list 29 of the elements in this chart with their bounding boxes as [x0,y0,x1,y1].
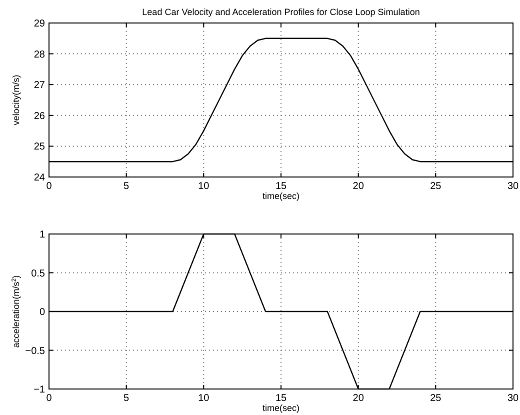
x-tick-label: 15 [275,393,287,404]
y-tick-label: 1 [39,230,46,240]
y-tick-label: 0 [39,307,46,318]
y-tick-label: 24 [34,172,46,184]
x-tick-label: 10 [198,393,210,404]
chart-title: Lead Car Velocity and Acceleration Profiles for Close Loop Simulation [142,7,420,17]
x-tick-label: 25 [430,393,442,404]
x-tick-label: 20 [352,181,364,192]
x-tick-label: 5 [124,181,130,192]
x-axis-title: time(sec) [262,403,300,413]
y-tick-label: −0.5 [25,346,46,357]
y-tick-label: −1 [34,384,46,396]
y-tick-label: 0.5 [31,268,46,280]
x-tick-label: 30 [507,181,519,192]
x-tick-label: 0 [46,181,52,192]
x-tick-label: 15 [275,181,287,192]
x-axis-title: time(sec) [262,191,300,201]
x-tick-label: 25 [430,181,442,192]
y-tick-label: 26 [34,110,46,122]
y-tick-label: 27 [34,80,46,92]
x-tick-label: 30 [507,393,519,404]
x-tick-label: 0 [46,393,52,404]
y-tick-label: 25 [34,142,46,153]
x-tick-label: 10 [198,181,210,192]
y-tick-label: 29 [34,18,46,30]
y-tick-label: 28 [34,49,46,60]
y-axis-title: velocity(m/s) [11,74,21,126]
x-tick-label: 20 [352,393,364,404]
x-tick-label: 5 [124,393,130,404]
